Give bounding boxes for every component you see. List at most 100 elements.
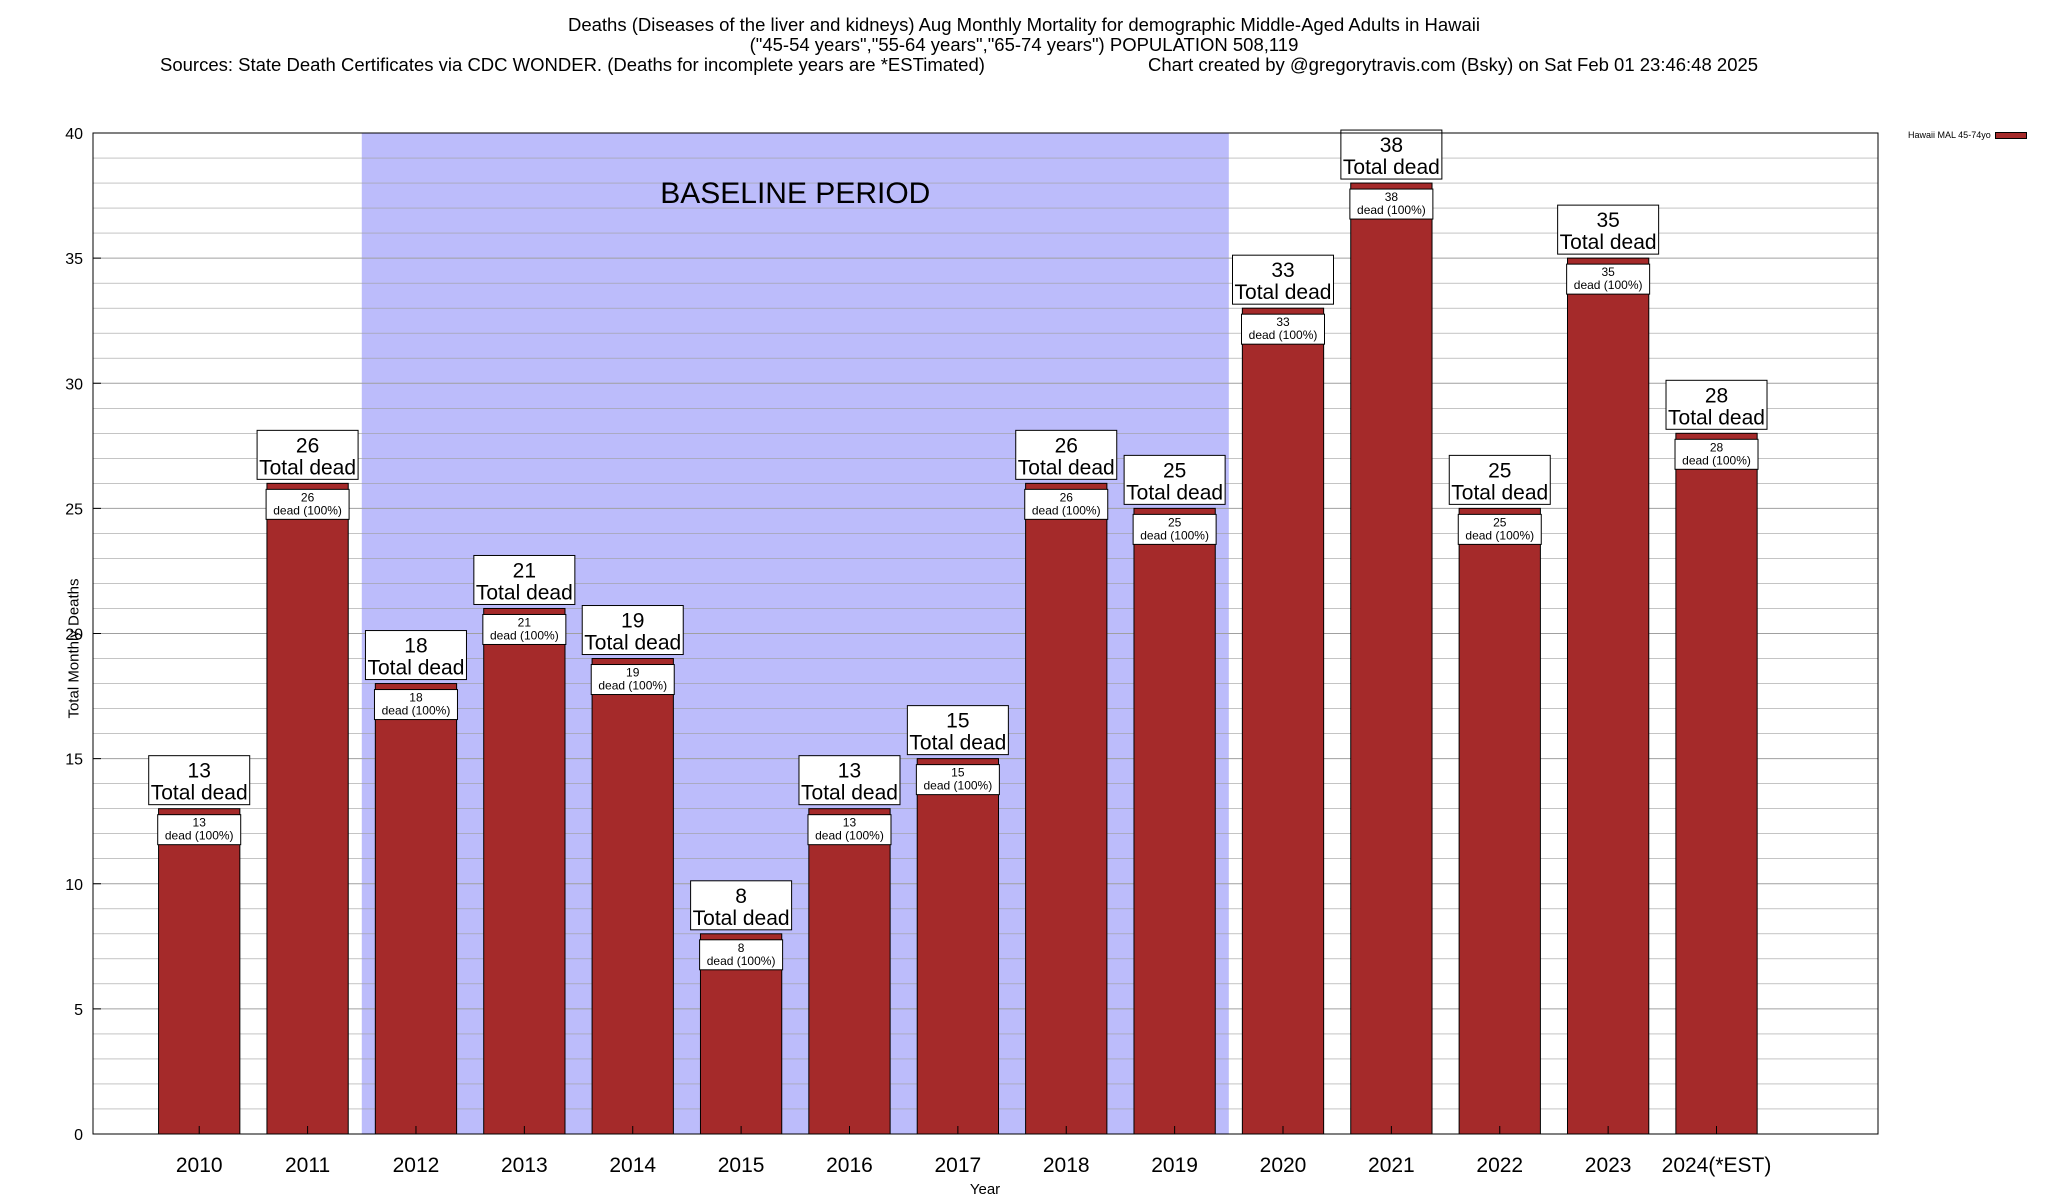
bar-top-total-label: Total dead xyxy=(1451,481,1548,504)
bar-inner-label-box xyxy=(590,664,675,696)
bar xyxy=(1675,432,1758,1135)
x-tick-label: 2010 xyxy=(176,1154,223,1177)
bar-inner-value-label: 33 xyxy=(1276,315,1290,329)
x-tick-label: 2020 xyxy=(1260,1154,1307,1177)
bar-top-label-box xyxy=(473,554,576,605)
bar-top-label-box xyxy=(256,429,359,480)
bar xyxy=(1350,182,1433,1135)
bar xyxy=(374,683,458,1135)
y-tick-label: 0 xyxy=(74,1127,83,1144)
bar-top-total-label: Total dead xyxy=(801,782,898,805)
bar-inner-value-label: 28 xyxy=(1710,440,1724,454)
bar-top-label-box xyxy=(1123,454,1226,505)
bar-inner-value-label: 13 xyxy=(193,816,207,830)
bar-inner-label-box xyxy=(1566,263,1651,295)
chart-title-line-1: Deaths (Diseases of the liver and kidney… xyxy=(567,14,1481,35)
bar-top-total-label: Total dead xyxy=(909,732,1006,755)
bar-top-label-box xyxy=(1340,129,1443,180)
x-tick-label: 2018 xyxy=(1043,1154,1090,1177)
bar-inner-percent-label: dead (100%) xyxy=(382,704,451,718)
bar-top-value-label: 13 xyxy=(838,760,861,783)
bar-inner-label-box xyxy=(1241,313,1325,345)
bar-inner-percent-label: dead (100%) xyxy=(1574,278,1643,292)
baseline-period-label: BASELINE PERIOD xyxy=(660,177,930,210)
bar-inner-label-box xyxy=(699,939,784,971)
y-tick-label: 25 xyxy=(65,501,83,518)
bar-inner-value-label: 19 xyxy=(626,666,640,680)
bar-top-value-label: 38 xyxy=(1380,134,1403,157)
bar-top-label-box xyxy=(1448,454,1551,505)
bar-top-value-label: 33 xyxy=(1271,259,1294,282)
bar-inner-label-box xyxy=(373,689,458,721)
bar-top-value-label: 26 xyxy=(1055,434,1078,457)
y-tick-label: 40 xyxy=(65,126,83,143)
y-tick-label: 35 xyxy=(65,251,83,268)
bar-top-value-label: 21 xyxy=(513,559,536,582)
bar-top-label-box xyxy=(1557,204,1660,255)
bar-inner-value-label: 26 xyxy=(301,490,315,504)
bar-top-total-label: Total dead xyxy=(693,907,790,930)
x-axis-label: Year xyxy=(969,1181,1001,1198)
bar-top-value-label: 13 xyxy=(188,760,211,783)
bar-top-label-box xyxy=(798,755,901,806)
bar-top-label-box xyxy=(906,705,1009,756)
x-tick-label: 2024(*EST) xyxy=(1662,1154,1772,1177)
bar-top-total-label: Total dead xyxy=(1668,406,1765,429)
legend-label: Hawaii MAL 45-74yo xyxy=(1908,130,1991,140)
bar-top-label-box xyxy=(148,755,251,806)
plot-frame xyxy=(92,132,1879,1135)
bar xyxy=(1241,307,1325,1135)
x-tick-label: 2011 xyxy=(285,1154,330,1177)
chart-title-line-2: ("45-54 years","55-64 years","65-74 year… xyxy=(749,34,1299,55)
bar-inner-label-box xyxy=(265,488,350,520)
y-tick-label: 30 xyxy=(65,376,83,393)
bar-inner-value-label: 38 xyxy=(1385,190,1399,204)
bar-top-label-box xyxy=(364,630,467,681)
bar-inner-percent-label: dead (100%) xyxy=(1140,528,1209,542)
bar-inner-value-label: 18 xyxy=(409,691,423,705)
x-tick-label: 2022 xyxy=(1476,1154,1523,1177)
chart-credit: Chart created by @gregorytravis.com (Bsk… xyxy=(1148,54,1759,75)
bar-top-value-label: 18 xyxy=(404,635,427,658)
bar-inner-value-label: 25 xyxy=(1493,515,1507,529)
x-tick-label: 2016 xyxy=(826,1154,873,1177)
bar-top-label-box xyxy=(1232,254,1334,305)
y-tick-label: 10 xyxy=(65,877,83,894)
bar-inner-value-label: 15 xyxy=(951,766,965,780)
bar-inner-percent-label: dead (100%) xyxy=(707,954,776,968)
bar-top-value-label: 26 xyxy=(296,434,319,457)
y-axis-label: Total Monthly Deaths xyxy=(65,578,83,719)
bar-top-total-label: Total dead xyxy=(368,657,465,680)
bar xyxy=(1133,507,1216,1135)
bar xyxy=(483,607,566,1135)
bar-inner-percent-label: dead (100%) xyxy=(1465,528,1534,542)
x-tick-label: 2021 xyxy=(1368,1154,1415,1177)
bar-top-value-label: 25 xyxy=(1488,459,1511,482)
bar-top-total-label: Total dead xyxy=(1343,156,1440,179)
y-tick-label: 15 xyxy=(65,752,83,769)
bar-inner-label-box xyxy=(482,613,567,645)
x-tick-label: 2014 xyxy=(609,1154,656,1177)
bar-inner-percent-label: dead (100%) xyxy=(1682,453,1751,467)
bar-inner-percent-label: dead (100%) xyxy=(924,779,993,793)
bar xyxy=(1458,507,1541,1135)
bar xyxy=(158,808,241,1135)
bar-top-total-label: Total dead xyxy=(1018,456,1115,479)
bar-inner-label-box xyxy=(915,764,1000,796)
bar-inner-percent-label: dead (100%) xyxy=(1249,328,1318,342)
bar-top-total-label: Total dead xyxy=(259,456,356,479)
bar-top-total-label: Total dead xyxy=(1235,281,1332,304)
bar-inner-value-label: 26 xyxy=(1060,490,1074,504)
bar-inner-label-box xyxy=(1674,438,1759,470)
bar-top-total-label: Total dead xyxy=(476,581,573,604)
bar xyxy=(808,808,891,1135)
bar-top-total-label: Total dead xyxy=(151,782,248,805)
legend-swatch xyxy=(1994,132,2027,140)
bar-inner-label-box xyxy=(1457,513,1542,545)
bar-inner-percent-label: dead (100%) xyxy=(815,829,884,843)
bar-inner-percent-label: dead (100%) xyxy=(1357,203,1426,217)
bar-top-value-label: 15 xyxy=(946,710,969,733)
bar-top-value-label: 19 xyxy=(621,610,644,633)
bar-inner-label-box xyxy=(1132,513,1217,545)
x-tick-label: 2017 xyxy=(935,1154,982,1177)
